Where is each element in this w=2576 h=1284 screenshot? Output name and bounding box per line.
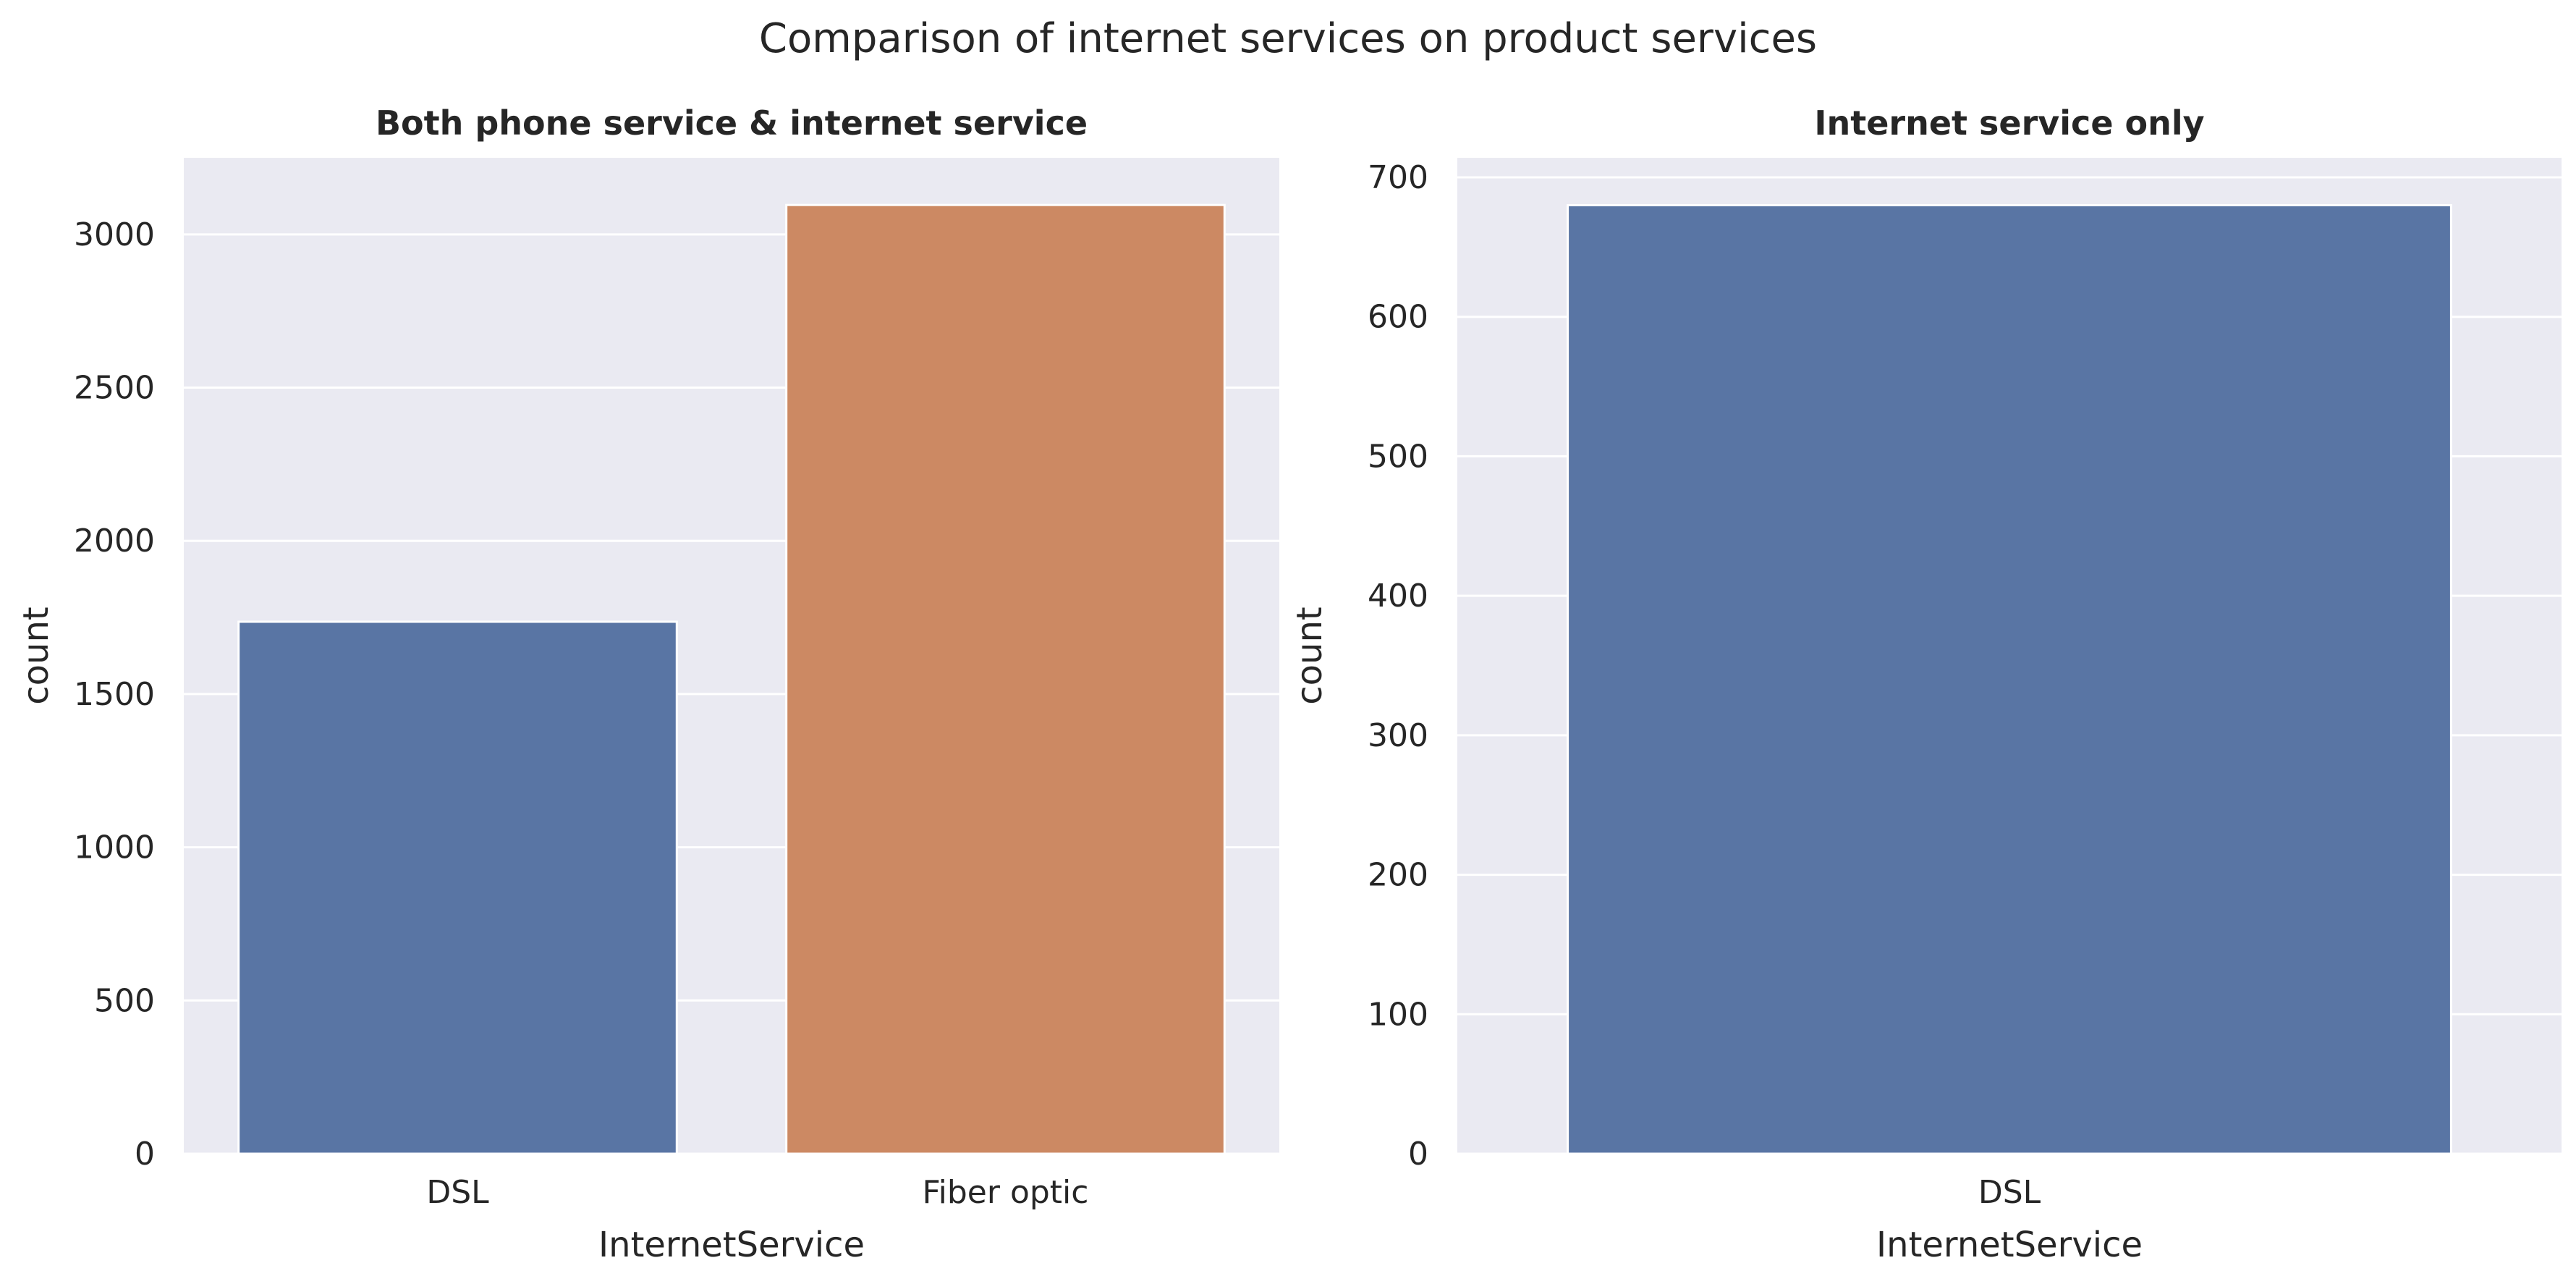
x-tick-label: DSL (1978, 1174, 2041, 1211)
bar-fiber-optic (785, 203, 1226, 1155)
bar-dsl (237, 620, 678, 1155)
y-tick-label: 100 (1368, 996, 1428, 1033)
y-tick-label: 2000 (74, 523, 155, 559)
y-axis-label: count (1289, 607, 1330, 704)
chart-title: Both phone service & internet service (376, 104, 1088, 143)
x-tick-label: DSL (426, 1174, 489, 1211)
y-tick-label: 200 (1368, 857, 1428, 894)
y-tick-label: 600 (1368, 299, 1428, 336)
y-tick-label: 1000 (74, 829, 155, 866)
y-tick-label: 500 (94, 982, 155, 1019)
y-tick-label: 1500 (74, 676, 155, 713)
x-axis-label: InternetService (598, 1225, 865, 1265)
y-axis-label: count (16, 607, 56, 704)
y-tick-label: 0 (1408, 1136, 1428, 1173)
y-tick-label: 300 (1368, 717, 1428, 754)
chart-left: 0 500 1000 1500 2000 2500 3000 DSL Fiber optic Bo… (16, 104, 1279, 1265)
y-tick-label: 700 (1368, 159, 1428, 196)
y-tick-label: 400 (1368, 578, 1428, 614)
figure-suptitle: Comparison of internet services on produ… (759, 15, 1817, 62)
bar-dsl (1567, 204, 2452, 1155)
y-tick-label: 500 (1368, 438, 1428, 475)
y-tick-label: 2500 (74, 370, 155, 407)
y-tick-label: 0 (135, 1136, 155, 1173)
chart-title: Internet service only (1814, 104, 2204, 143)
x-tick-label: Fiber optic (923, 1174, 1089, 1211)
chart-right: 0 100 200 300 400 500 600 700 DSL Internet servic… (1289, 104, 2562, 1265)
y-tick-label: 3000 (74, 216, 155, 253)
x-axis-label: InternetService (1876, 1225, 2143, 1265)
